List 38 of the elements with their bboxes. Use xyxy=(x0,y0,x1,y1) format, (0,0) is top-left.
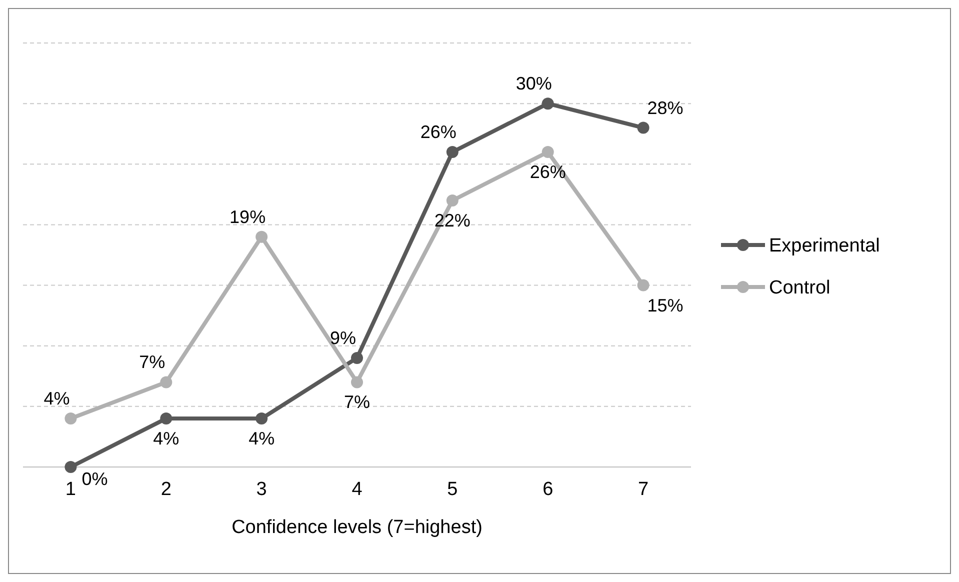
x-tick-label: 5 xyxy=(447,479,458,500)
point xyxy=(160,412,172,425)
x-tick-label: 2 xyxy=(160,479,172,500)
legend-label: Control xyxy=(769,278,830,299)
data-label: 7% xyxy=(139,352,166,372)
point xyxy=(542,146,554,158)
data-label: 7% xyxy=(344,392,370,412)
x-tick-label: 7 xyxy=(638,479,649,500)
point xyxy=(64,412,77,425)
point xyxy=(160,376,172,388)
data-label: 4% xyxy=(153,428,180,449)
point xyxy=(256,412,268,425)
legend-label: Experimental xyxy=(769,236,880,257)
data-label: 30% xyxy=(516,74,552,94)
x-tick-label: 6 xyxy=(542,479,554,500)
point xyxy=(446,194,458,206)
point xyxy=(256,230,268,243)
data-label: 28% xyxy=(647,98,684,118)
data-label: 15% xyxy=(647,295,684,316)
point xyxy=(351,352,363,364)
point xyxy=(637,279,650,292)
data-label: 4% xyxy=(44,388,70,409)
data-label: 9% xyxy=(330,328,356,348)
x-tick-label: 3 xyxy=(256,479,267,500)
point xyxy=(64,461,77,473)
data-label: 26% xyxy=(420,122,456,142)
point xyxy=(446,146,458,158)
x-tick-label: 4 xyxy=(352,479,363,500)
point xyxy=(351,376,363,388)
x-tick-label: 1 xyxy=(65,479,76,500)
data-label: 26% xyxy=(530,162,566,182)
data-label: 22% xyxy=(434,210,470,230)
data-label: 0% xyxy=(82,469,108,489)
point xyxy=(542,98,554,110)
data-label: 19% xyxy=(230,206,266,227)
point xyxy=(637,122,650,134)
data-label: 4% xyxy=(248,428,275,449)
x-axis-title: Confidence levels (7=highest) xyxy=(232,517,482,538)
